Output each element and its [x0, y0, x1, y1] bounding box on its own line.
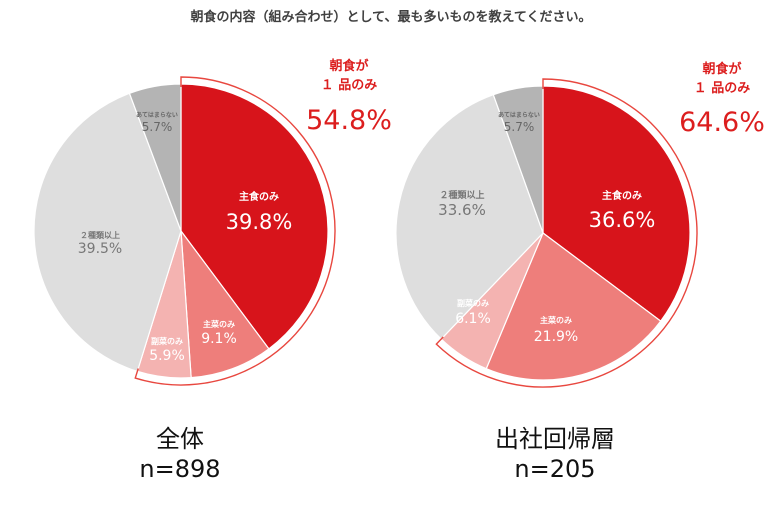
page-title: 朝食の内容（組み合わせ）として、最も多いものを教えてください。	[190, 10, 592, 25]
slice-value-label: 36.6%	[589, 208, 656, 232]
pie-slice	[33, 92, 182, 373]
slice-value-label: 39.5%	[78, 241, 122, 257]
slice-value-label: 9.1%	[201, 331, 237, 347]
chart-1-group-label: 全体	[156, 425, 204, 453]
callout-line-2: １ 品のみ	[694, 81, 751, 96]
slice-value-label: 21.9%	[534, 329, 578, 345]
slice-category-label: 副菜のみ	[457, 298, 489, 308]
pie-slice	[180, 83, 329, 350]
slice-category-label: 主食のみ	[602, 189, 642, 202]
pie-slice	[485, 232, 662, 381]
slice-category-label: 主菜のみ	[540, 315, 572, 325]
pie-slice	[395, 93, 544, 340]
slice-category-label: あてはまらない	[498, 111, 540, 119]
slice-value-label: 5.7%	[142, 120, 173, 134]
chart-2-n-label: n=205	[514, 455, 596, 483]
pie-slice	[542, 85, 691, 322]
slice-category-label: ２種類以上	[439, 189, 484, 201]
chart-2-caption: 出社回帰層 n=205	[455, 424, 655, 484]
chart-1-n-label: n=898	[139, 455, 221, 483]
callout-line-2: １ 品のみ	[321, 78, 378, 93]
slice-category-label: あてはまらない	[136, 111, 178, 119]
slice-category-label: 副菜のみ	[151, 336, 183, 346]
slice-value-label: 5.9%	[149, 348, 185, 364]
callout-line-1: 朝食が	[702, 61, 741, 77]
slice-category-label: 主菜のみ	[203, 319, 235, 329]
single-item-bracket	[134, 76, 336, 386]
single-item-bracket	[435, 78, 698, 388]
single-item-total: 64.6%	[679, 107, 765, 138]
chart-1-caption: 全体 n=898	[80, 424, 280, 484]
slice-value-label: 5.7%	[504, 120, 535, 134]
pie-slice	[180, 229, 270, 379]
slice-value-label: 33.6%	[438, 201, 486, 219]
slice-category-label: ２種類以上	[80, 230, 120, 240]
slice-category-label: 主食のみ	[239, 190, 279, 203]
single-item-total: 54.8%	[306, 105, 392, 136]
callout-line-1: 朝食が	[329, 58, 368, 74]
slice-value-label: 6.1%	[455, 311, 491, 327]
chart-2-group-label: 出社回帰層	[495, 425, 615, 453]
slice-value-label: 39.8%	[226, 210, 293, 234]
